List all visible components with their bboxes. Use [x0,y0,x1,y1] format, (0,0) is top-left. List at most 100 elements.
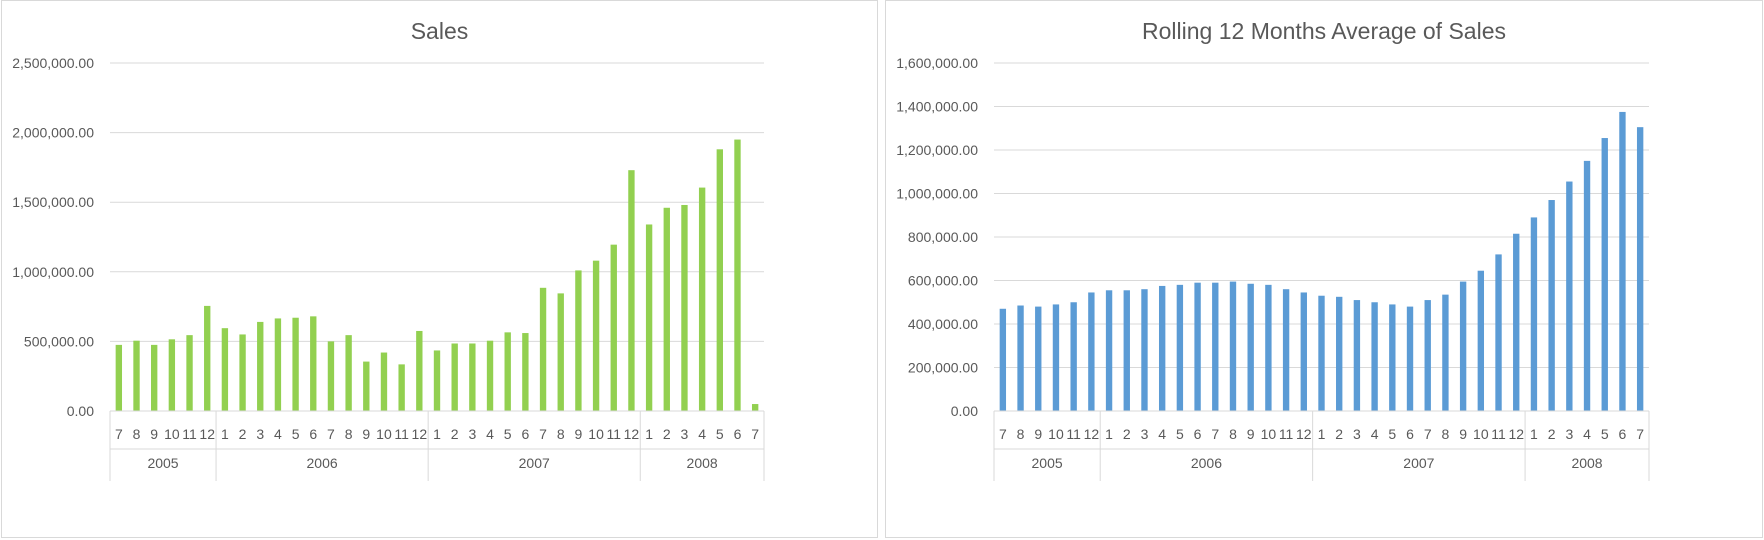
x-tick-label: 7 [539,426,547,442]
year-label: 2006 [307,455,338,471]
x-tick-label: 2 [1548,426,1556,442]
bar [168,339,176,411]
bar [1371,302,1378,411]
y-tick-label: 1,600,000.00 [896,55,978,71]
x-tick-label: 9 [575,426,583,442]
x-tick-label: 4 [274,426,282,442]
year-label: 2007 [1403,455,1434,471]
x-tick-label: 3 [1141,426,1149,442]
x-tick-label: 3 [1353,426,1361,442]
x-tick-label: 10 [1261,426,1277,442]
bar [1583,160,1591,411]
x-tick-label: 7 [999,426,1007,442]
bar [1353,300,1361,411]
bar [1530,217,1538,411]
x-tick-label: 3 [681,426,689,442]
x-tick-label: 1 [645,426,653,442]
x-tick-label: 3 [468,426,476,442]
bar [1636,127,1644,411]
sales-chart-panel: Sales 0.00 500,000.00 1,000,000.00 1,500,00… [1,0,878,538]
bar [557,293,564,411]
bar [1300,292,1307,411]
x-tick-label: 9 [1247,426,1255,442]
bar [999,308,1007,411]
y-tick-label: 0.00 [67,403,94,419]
x-tick-label: 5 [1388,426,1396,442]
bar [416,330,423,411]
bar [133,340,140,411]
bar [504,332,511,411]
bar [522,333,529,411]
bar [486,340,494,411]
x-tick-label: 11 [606,426,621,442]
bar [1247,283,1254,411]
x-tick-label: 5 [716,426,724,442]
x-tick-label: 4 [698,426,706,442]
x-tick-label: 1 [433,426,441,442]
x-tick-label: 8 [345,426,353,442]
bar [681,204,688,411]
bar [1406,306,1414,411]
bar [363,361,370,411]
x-tick-label: 9 [1034,426,1042,442]
x-tick-label: 2 [663,426,671,442]
bar [1194,282,1201,411]
bar [204,305,211,411]
x-tick-label: 9 [1459,426,1467,442]
x-tick-label: 4 [1583,426,1591,442]
x-tick-label: 1 [1105,426,1113,442]
bar [1229,281,1237,411]
bar [1513,233,1520,411]
x-tick-label: 11 [1491,426,1506,442]
x-tick-label: 8 [557,426,565,442]
x-tick-label: 12 [1296,426,1312,442]
x-tick-label: 6 [521,426,529,442]
bar [345,335,352,411]
x-tick-label: 11 [394,426,409,442]
bar [1070,302,1077,411]
x-tick-label: 10 [164,426,180,442]
bar [398,364,405,411]
x-tick-label: 7 [327,426,335,442]
x-tick-label: 7 [1424,426,1432,442]
x-tick-label: 2 [1123,426,1131,442]
x-tick-label: 8 [1442,426,1450,442]
x-tick-label: 9 [150,426,158,442]
bar [380,352,388,411]
x-tick-label: 8 [133,426,141,442]
bar [451,343,458,411]
x-tick-label: 12 [412,426,428,442]
bar [433,350,441,411]
bar [292,317,299,411]
bar [151,344,158,411]
bar [698,187,706,411]
bar [1052,304,1060,411]
bar [1389,304,1396,411]
x-tick-label: 4 [1371,426,1379,442]
bar [1158,285,1166,411]
bar [1424,300,1431,411]
bar [1123,290,1130,411]
x-tick-label: 7 [1211,426,1219,442]
bar [186,335,193,411]
x-tick-label: 10 [376,426,392,442]
y-tick-label: 0.00 [951,403,978,419]
bar [327,341,335,411]
bar [1017,305,1024,411]
sales-chart: 0.00 500,000.00 1,000,000.00 1,500,000.00 2,… [12,55,765,481]
bar [1601,138,1608,411]
x-tick-label: 6 [1406,426,1414,442]
bar [1282,289,1290,411]
y-tick-label: 1,000,000.00 [896,186,978,202]
x-tick-label: 3 [1565,426,1573,442]
bar [1088,292,1095,411]
y-tick-label: 2,000,000.00 [12,125,94,141]
y-tick-label: 200,000.00 [908,360,978,376]
bar [663,207,670,411]
x-tick-label: 4 [486,426,494,442]
bar [592,260,600,411]
year-label: 2007 [519,455,550,471]
bar [1105,290,1113,411]
bar [1141,289,1148,411]
x-tick-label: 7 [1636,426,1644,442]
